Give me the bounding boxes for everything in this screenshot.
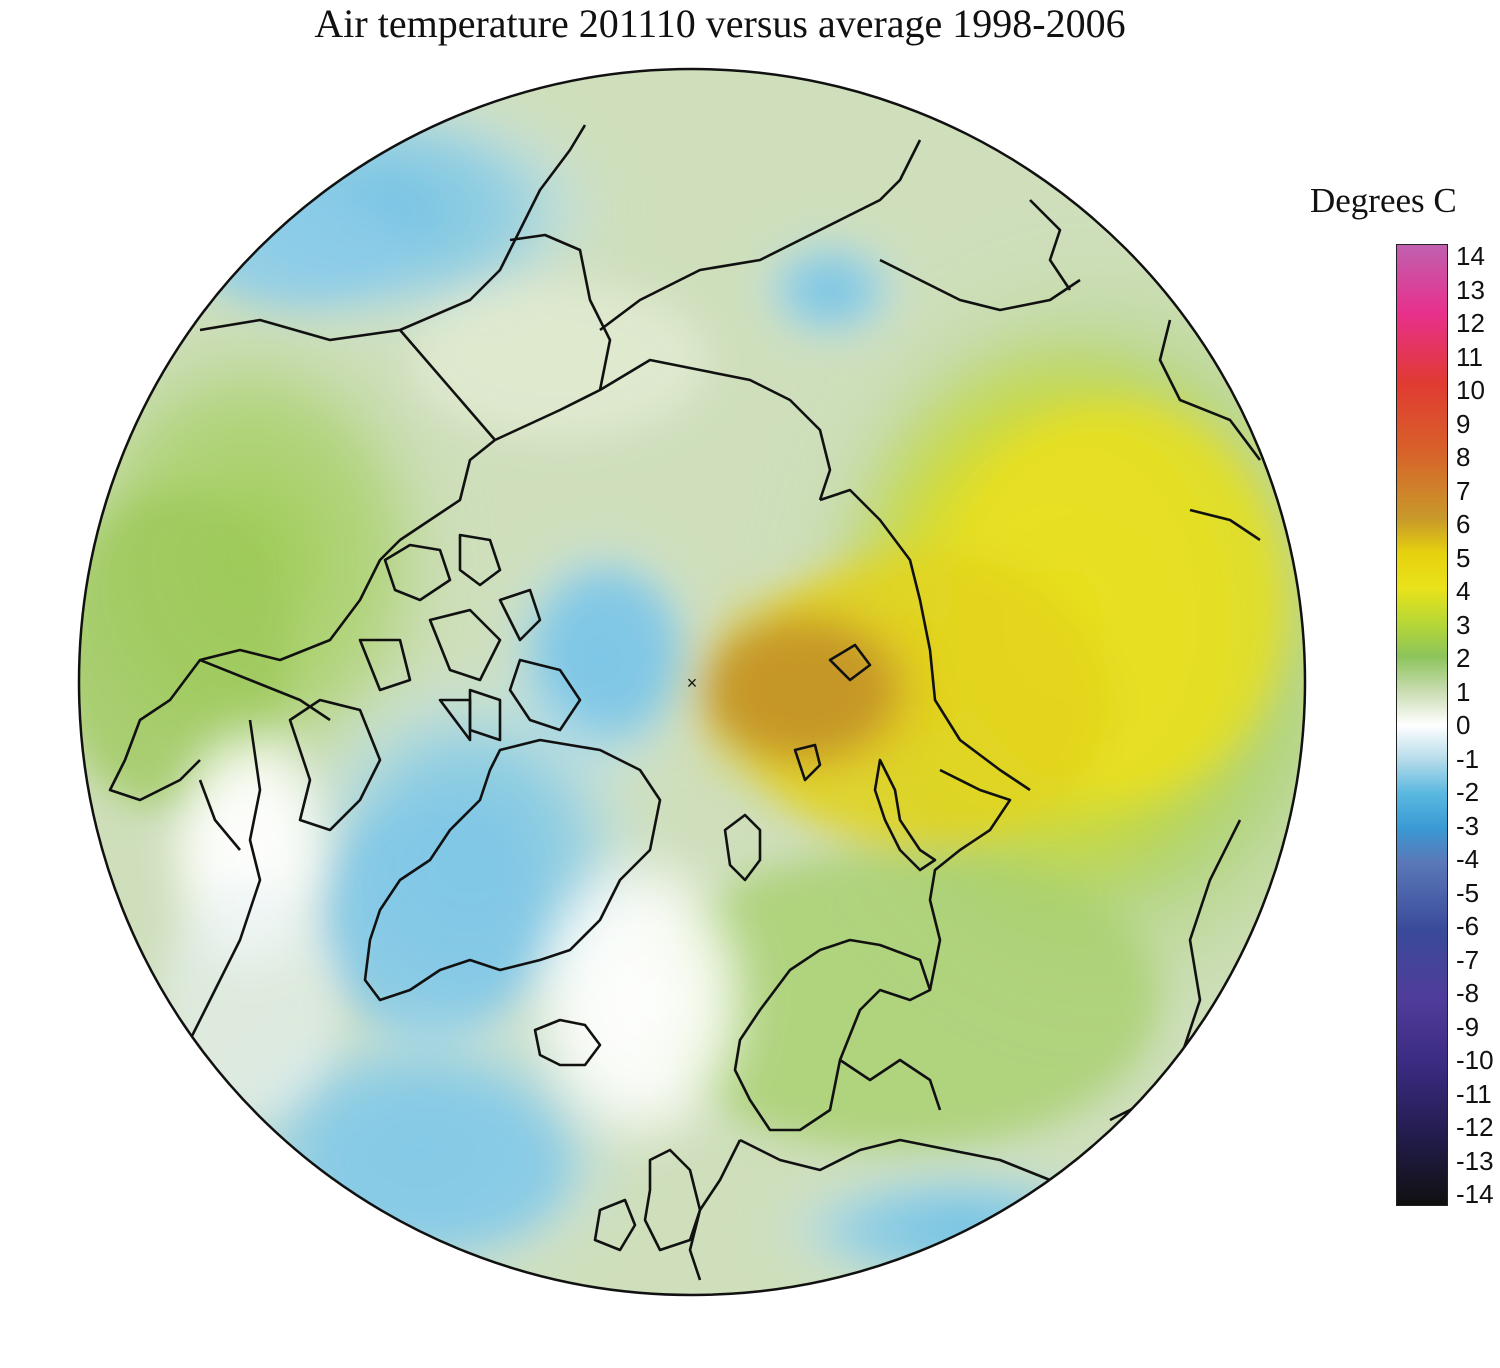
colorbar-tick-label: -1 <box>1456 743 1480 774</box>
colorbar-tick-label: 11 <box>1456 341 1483 372</box>
colorbar-tick-label: -6 <box>1456 911 1480 941</box>
colorbar-tick-label: 10 <box>1456 375 1485 405</box>
colorbar-tick-label: -10 <box>1456 1045 1494 1075</box>
legend-title: Degrees C <box>1310 181 1457 220</box>
colorbar-tick-label: 7 <box>1456 475 1471 506</box>
colorbar-tick-label: -8 <box>1456 978 1480 1008</box>
colorbar-tick-label: -7 <box>1456 944 1480 975</box>
coastlines <box>108 124 1262 1281</box>
colorbar-tick-label: -2 <box>1456 777 1480 807</box>
colorbar-tick-label: -12 <box>1456 1112 1494 1142</box>
colorbar-tick-label: -14 <box>1456 1179 1494 1209</box>
map-title: Air temperature 201110 versus average 19… <box>314 1 1126 46</box>
colorbar-tick-label: -9 <box>1456 1011 1480 1042</box>
colorbar-tick-label: 5 <box>1456 542 1471 573</box>
colorbar-tick-label: -3 <box>1456 810 1480 841</box>
colorbar-tick-label: 0 <box>1456 710 1471 740</box>
north-pole-marker: × <box>687 673 698 693</box>
colorbar-tick-label: -5 <box>1456 877 1480 908</box>
colorbar-tick-label: 13 <box>1456 274 1485 305</box>
temperature-anomaly-field <box>79 69 1305 1295</box>
colorbar-tick-label: 14 <box>1456 241 1485 271</box>
map-border <box>77 67 1307 1297</box>
colorbar-tick-label: 6 <box>1456 509 1471 539</box>
colorbar-tick-label: 2 <box>1456 643 1471 673</box>
colorbar-tick-label: 12 <box>1456 308 1485 338</box>
colorbar-tick-label: 4 <box>1456 576 1471 606</box>
colorbar-tick-label: -11 <box>1456 1078 1492 1109</box>
colorbar-tick-label: 8 <box>1456 442 1471 472</box>
colorbar <box>1396 244 1448 1206</box>
colorbar-tick-label: 3 <box>1456 609 1471 640</box>
colorbar-tick-label: -13 <box>1456 1145 1494 1176</box>
colorbar-tick-label: 9 <box>1456 408 1471 439</box>
colorbar-tick-label: 1 <box>1456 676 1471 707</box>
colorbar-tick-label: -4 <box>1456 844 1480 874</box>
